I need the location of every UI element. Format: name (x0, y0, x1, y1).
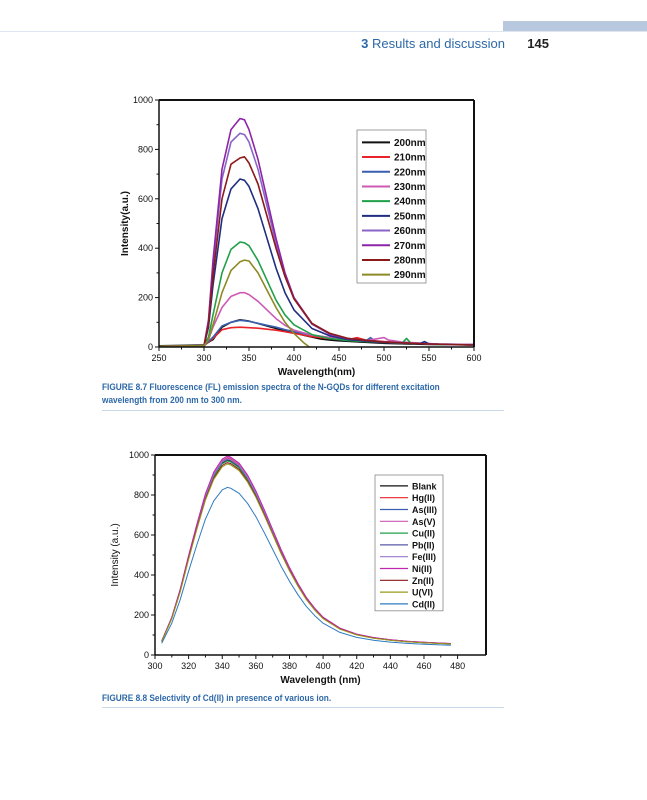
legend-label: Pb(II) (412, 540, 435, 550)
page-number: 145 (527, 36, 549, 51)
x-axis-title: Wavelength (nm) (280, 675, 360, 686)
x-tick-label: 350 (241, 353, 256, 363)
series-line-230nm (158, 291, 475, 348)
legend-label: Ni(II) (412, 564, 432, 574)
series-line-cd-ii- (161, 486, 451, 646)
legend-label: As(V) (412, 517, 436, 527)
x-tick-label: 380 (282, 661, 297, 671)
x-tick-label: 550 (421, 353, 436, 363)
figure-8-8-caption: FIGURE 8.8 Selectivity of Cd(II) in pres… (102, 693, 332, 703)
y-tick-label: 600 (134, 530, 149, 540)
x-tick-label: 600 (466, 353, 481, 363)
legend-label: 290nm (394, 270, 426, 281)
legend-box (356, 129, 427, 284)
legend-label: 230nm (394, 182, 426, 193)
y-tick-label: 600 (138, 194, 153, 204)
x-tick-label: 450 (331, 353, 346, 363)
x-tick-label: 500 (376, 353, 391, 363)
x-tick-label: 300 (196, 353, 211, 363)
y-tick-label: 400 (138, 243, 153, 253)
x-tick-label: 250 (151, 353, 166, 363)
legend-label: 250nm (394, 211, 426, 222)
legend-label: 200nm (394, 138, 426, 149)
section-heading: 3 Results and discussion (361, 36, 505, 51)
figure-8-7-caption: FIGURE 8.7 Fluorescence (FL) emission sp… (102, 382, 440, 405)
x-tick-label: 300 (147, 661, 162, 671)
legend-label: As(III) (412, 505, 437, 515)
legend-label: 220nm (394, 167, 426, 178)
legend-label: 270nm (394, 241, 426, 252)
series-line-290nm (158, 259, 310, 348)
y-tick-label: 400 (134, 570, 149, 580)
legend-label: 260nm (394, 226, 426, 237)
legend-label: 280nm (394, 255, 426, 266)
x-tick-label: 440 (383, 661, 398, 671)
x-tick-label: 360 (248, 661, 263, 671)
running-header: 3 Results and discussion 145 (0, 36, 647, 52)
y-tick-label: 0 (144, 650, 149, 660)
header-rule (0, 31, 647, 32)
y-tick-label: 200 (138, 293, 153, 303)
x-tick-label: 400 (316, 661, 331, 671)
legend-label: Cd(II) (412, 599, 435, 609)
series-line-200nm (158, 318, 475, 347)
legend-label: Zn(II) (412, 576, 434, 586)
y-tick-label: 800 (138, 144, 153, 154)
x-tick-label: 420 (349, 661, 364, 671)
x-axis-title: Wavelength(nm) (278, 367, 355, 378)
caption-rule (102, 707, 504, 708)
y-tick-label: 1000 (133, 95, 153, 105)
y-tick-label: 1000 (129, 450, 149, 460)
y-tick-label: 200 (134, 610, 149, 620)
x-tick-label: 320 (181, 661, 196, 671)
legend-label: Blank (412, 481, 438, 491)
legend-label: Fe(III) (412, 552, 436, 562)
y-tick-label: 800 (134, 490, 149, 500)
y-axis-title: Intensity (a.u.) (110, 523, 121, 586)
x-tick-label: 480 (450, 661, 465, 671)
section-number: 3 (361, 36, 369, 51)
series-line-u-vi- (161, 463, 451, 645)
series-line-280nm (158, 156, 475, 348)
legend-label: Cu(II) (412, 529, 435, 539)
y-tick-label: 0 (148, 342, 153, 352)
legend-label: Hg(II) (412, 493, 435, 503)
chart-excitation-spectra: 250 300 350 400 450 500 550 600 0 200 400 600 800 100… (120, 95, 482, 378)
caption-rule (102, 410, 504, 411)
header-accent-bar (503, 21, 647, 31)
section-title: Results and discussion (372, 36, 505, 51)
series-line-240nm (158, 241, 475, 348)
chart-selectivity: 300 320 340 360 380 400 420 440 460 480 0 200 400 600… (110, 450, 487, 686)
x-tick-label: 460 (416, 661, 431, 671)
legend-label: U(VI) (412, 588, 433, 598)
series-line-ni-ii- (161, 455, 451, 644)
legend-label: 240nm (394, 197, 426, 208)
y-axis-title: Intensity(a.u.) (120, 191, 131, 256)
x-tick-label: 340 (215, 661, 230, 671)
x-tick-label: 400 (286, 353, 301, 363)
legend-label: 210nm (394, 153, 426, 164)
